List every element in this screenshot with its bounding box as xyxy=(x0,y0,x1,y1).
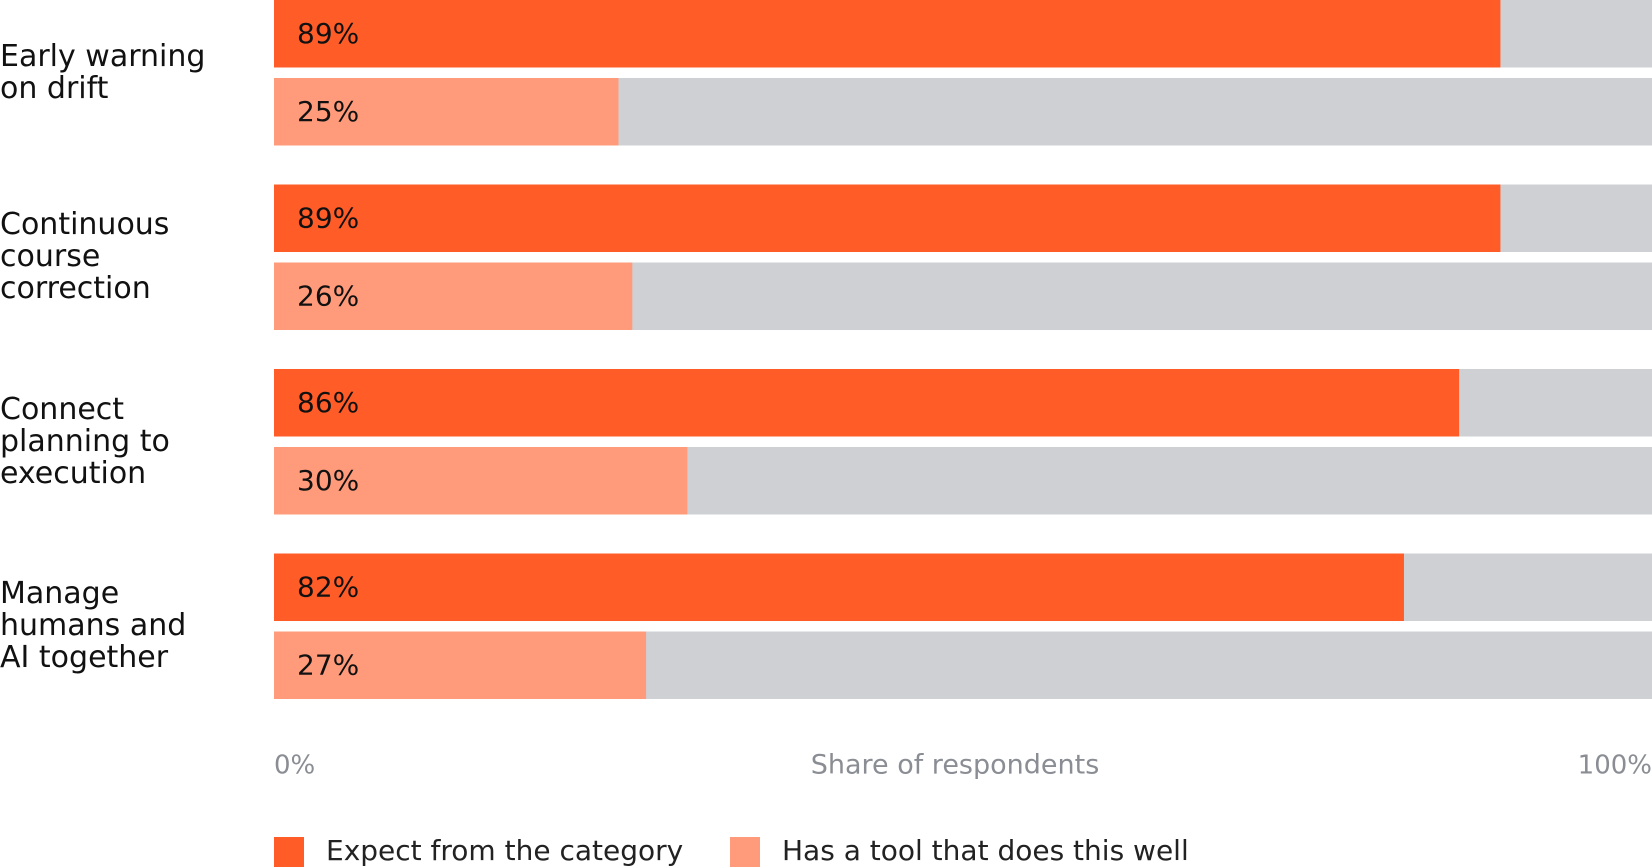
value-label: 89% xyxy=(297,201,359,234)
category-label: Early warning on drift xyxy=(0,38,206,106)
bar xyxy=(274,184,1501,252)
value-label: 26% xyxy=(297,279,359,312)
category-label: Manage humans and AI together xyxy=(0,576,187,676)
bar xyxy=(274,553,1404,621)
legend-swatch xyxy=(274,837,304,867)
category-label: Continuous course correction xyxy=(0,207,170,307)
value-label: 86% xyxy=(297,386,359,419)
bar xyxy=(274,369,1460,437)
bar xyxy=(274,0,1501,68)
legend-label: Has a tool that does this well xyxy=(782,834,1189,867)
x-tick-label: 0% xyxy=(274,751,315,781)
bar xyxy=(274,78,619,146)
value-label: 27% xyxy=(297,648,359,681)
value-label: 89% xyxy=(297,17,359,50)
legend-label: Expect from the category xyxy=(326,834,683,867)
value-label: 30% xyxy=(297,464,359,497)
value-label: 82% xyxy=(297,570,359,603)
x-tick-label: 100% xyxy=(1578,751,1652,781)
legend-swatch xyxy=(730,837,760,867)
bar xyxy=(274,631,647,699)
bar xyxy=(274,262,633,330)
value-label: 25% xyxy=(297,95,359,128)
x-axis-label: Share of respondents xyxy=(811,750,1100,781)
category-label: Connect planning to execution xyxy=(0,391,170,491)
bar xyxy=(274,447,688,515)
